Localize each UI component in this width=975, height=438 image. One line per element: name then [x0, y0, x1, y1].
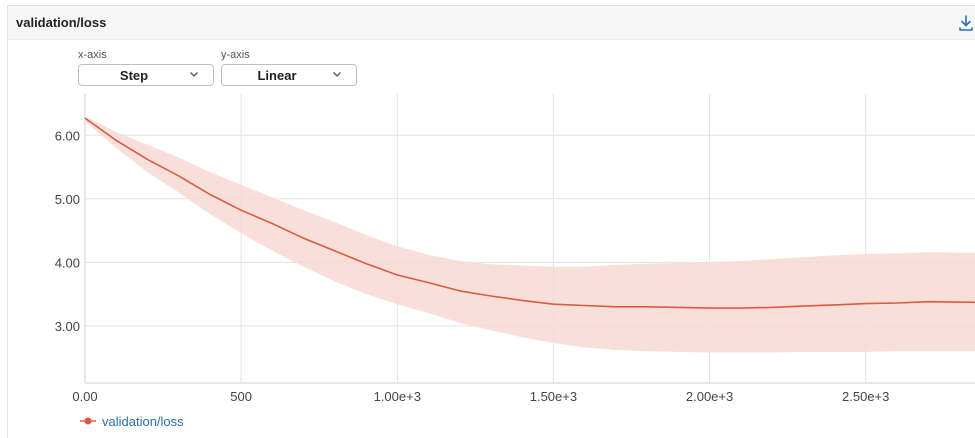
y-axis-label: y-axis — [221, 49, 250, 61]
legend-label: validation/loss — [102, 413, 184, 429]
x-axis-value: Step — [119, 68, 149, 83]
x-axis-select[interactable]: Step — [78, 64, 214, 86]
y-tick-label: 4.00 — [55, 255, 80, 270]
x-tick-label: 500 — [230, 389, 252, 404]
x-axis-label: x-axis — [78, 49, 107, 61]
y-axis-select[interactable]: Linear — [221, 64, 357, 86]
x-tick-label: 2.50e+3 — [842, 389, 889, 404]
x-tick-label: 0.00 — [72, 389, 97, 404]
series-band — [85, 116, 975, 353]
x-tick-label: 2.00e+3 — [686, 389, 733, 404]
axis-ticks: 0.00 500 1.00e+3 1.50e+3 2.00e+3 2.50e+3 3.00 4… — [55, 128, 890, 404]
chevron-down-icon — [190, 72, 198, 77]
y-tick-label: 6.00 — [55, 128, 80, 143]
chevron-down-icon — [333, 72, 341, 77]
legend[interactable]: validation/loss — [80, 413, 184, 429]
legend-swatch — [80, 417, 96, 425]
y-tick-label: 3.00 — [55, 319, 80, 334]
download-icon[interactable] — [958, 14, 974, 32]
x-tick-label: 1.50e+3 — [530, 389, 577, 404]
chart-panel: validation/loss x-axis Step y-axis Linea… — [7, 5, 975, 438]
x-tick-label: 1.00e+3 — [374, 389, 421, 404]
y-axis-value: Linear — [257, 68, 297, 83]
panel-title: validation/loss — [16, 15, 107, 30]
series-line — [84, 117, 975, 309]
y-tick-label: 5.00 — [55, 192, 80, 207]
panel-header: validation/loss — [8, 6, 975, 40]
